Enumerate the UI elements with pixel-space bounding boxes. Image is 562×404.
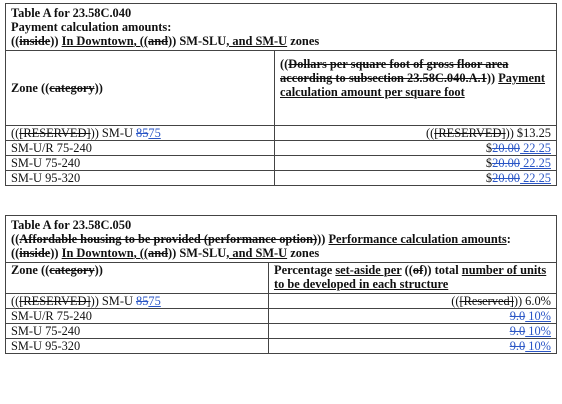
table-payment-calculation: Table A for 23.58C.040 Payment calculati… [5,3,557,186]
zone-cell: SM-U 95-320 [5,170,275,186]
zone-cell: SM-U/R 75-240 [5,308,269,324]
zones-line: ((inside)) In Downtown, ((and)) SM-SLU, … [11,34,320,48]
zone-cell: SM-U 75-240 [5,323,269,339]
table-row: SM-U 95-320 $20.00 22.25 [5,170,557,186]
column-header-zone: Zone ((category)) [5,262,269,294]
zone-cell: SM-U 75-240 [5,155,275,171]
table-subtitle: ((Affordable housing to be provided (per… [11,232,511,246]
percentage-cell: 9.0 10% [268,323,557,339]
percentage-cell: (([Reserved])) 6.0% [268,293,557,309]
table-title: Table A for 23.58C.040 [11,6,132,20]
table-row: SM-U/R 75-240 9.0 10% [5,308,557,324]
table-row: SM-U 75-240 $20.00 22.25 [5,155,557,171]
zone-cell: (([RESERVED])) SM-U 8575 [5,125,275,141]
table-row: SM-U 75-240 9.0 10% [5,323,557,339]
column-header-amount: ((Dollars per square foot of gross floor… [274,50,557,126]
zone-cell: SM-U 95-320 [5,338,269,354]
table-header: Table A for 23.58C.040 Payment calculati… [5,3,557,51]
table-row: SM-U/R 75-240 $20.00 22.25 [5,140,557,156]
table-title: Table A for 23.58C.050 [11,218,132,232]
amount-cell: $20.00 22.25 [274,140,557,156]
amount-cell: $20.00 22.25 [274,170,557,186]
amount-cell: $20.00 22.25 [274,155,557,171]
amount-cell: (([RESERVED])) $13.25 [274,125,557,141]
table-row: SM-U 95-320 9.0 10% [5,338,557,354]
percentage-cell: 9.0 10% [268,338,557,354]
table-row: (([RESERVED])) SM-U 8575 (([RESERVED])) … [5,125,557,141]
table-subtitle: Payment calculation amounts: [11,20,172,34]
table-row: (([RESERVED])) SM-U 8575 (([Reserved])) … [5,293,557,309]
percentage-cell: 9.0 10% [268,308,557,324]
column-header-percentage: Percentage set-aside per ((of)) total nu… [268,262,557,294]
zone-cell: (([RESERVED])) SM-U 8575 [5,293,269,309]
zone-cell: SM-U/R 75-240 [5,140,275,156]
column-header-zone: Zone ((category)) [5,50,275,126]
zones-line: ((inside)) In Downtown, ((and)) SM-SLU, … [11,246,320,260]
table-performance-calculation: Table A for 23.58C.050 ((Affordable hous… [5,215,557,354]
table-header: Table A for 23.58C.050 ((Affordable hous… [5,215,557,263]
